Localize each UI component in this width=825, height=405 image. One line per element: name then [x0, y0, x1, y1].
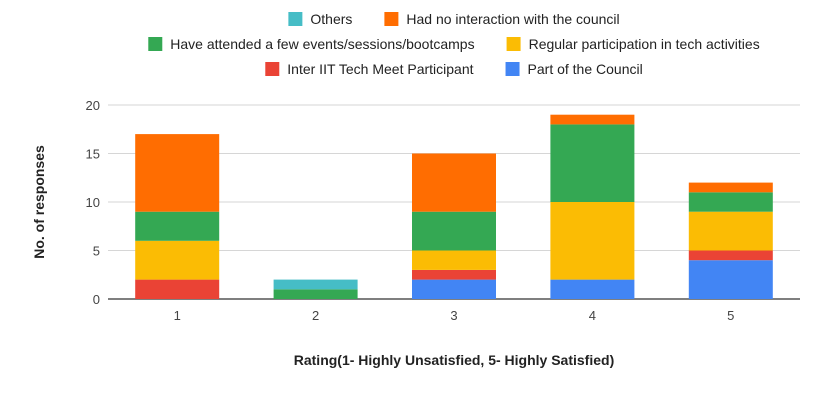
- legend-label: Inter IIT Tech Meet Participant: [287, 61, 473, 77]
- x-tick-label: 1: [174, 308, 181, 323]
- legend-swatch: [288, 12, 303, 26]
- x-tick-label: 4: [589, 308, 596, 323]
- bar-segment: [135, 240, 220, 280]
- x-axis-label: Rating(1- Highly Unsatisfied, 5- Highly …: [294, 352, 614, 368]
- bar-segment: [550, 202, 635, 280]
- legend-swatch: [265, 62, 280, 76]
- legend-label: Have attended a few events/sessions/boot…: [170, 36, 474, 52]
- y-axis-label: No. of responses: [31, 145, 47, 259]
- bar-segment: [550, 279, 635, 299]
- legend: Others Had no interaction with the counci…: [148, 11, 760, 77]
- x-tick-label: 5: [727, 308, 734, 323]
- bar-segment: [273, 279, 358, 290]
- legend-swatch: [505, 62, 520, 76]
- legend-swatch: [148, 37, 163, 51]
- x-axis-ticks: 1 2 3 4 5: [174, 308, 735, 323]
- bar-segment: [412, 250, 496, 270]
- legend-label: Part of the Council: [528, 61, 643, 77]
- y-axis-ticks: 0 5 10 15 20: [86, 98, 100, 307]
- bar-segment: [412, 269, 496, 280]
- bar-segment: [135, 279, 220, 299]
- bar-segment: [135, 134, 220, 212]
- y-tick-label: 0: [93, 292, 100, 307]
- bar-segment: [273, 289, 358, 299]
- bar-segment: [688, 250, 773, 261]
- y-tick-label: 5: [93, 244, 100, 259]
- x-tick-label: 2: [312, 308, 319, 323]
- bar-segment: [550, 124, 635, 202]
- bar-segment: [412, 153, 496, 212]
- legend-label: Regular participation in tech activities: [529, 36, 760, 52]
- legend-swatch: [506, 37, 521, 51]
- bar-segment: [412, 279, 496, 299]
- bar-segment: [688, 260, 773, 299]
- legend-swatch: [384, 12, 399, 26]
- bar-segment: [688, 192, 773, 212]
- bar-segment: [688, 182, 773, 193]
- bars: [135, 114, 773, 299]
- bar-segment: [550, 114, 635, 125]
- legend-label: Had no interaction with the council: [406, 11, 619, 27]
- bar-segment: [412, 211, 496, 251]
- y-tick-label: 15: [86, 147, 100, 162]
- x-tick-label: 3: [450, 308, 457, 323]
- y-tick-label: 20: [86, 98, 100, 113]
- bar-segment: [135, 211, 220, 241]
- bar-segment: [688, 211, 773, 251]
- legend-label: Others: [310, 11, 352, 27]
- y-tick-label: 10: [86, 195, 100, 210]
